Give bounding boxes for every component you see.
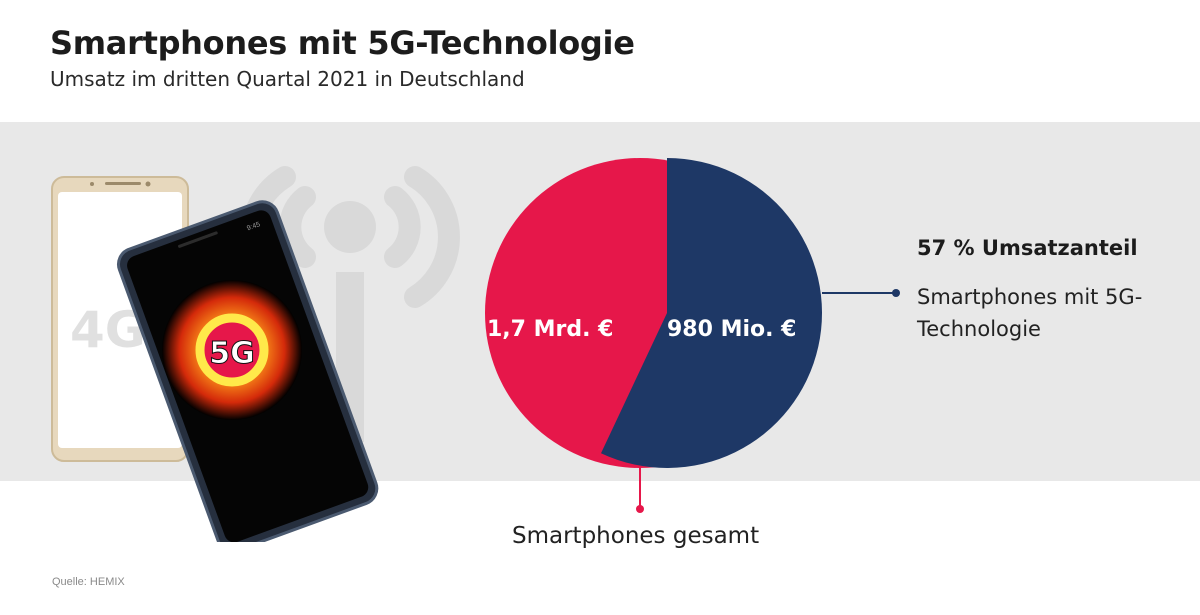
annotation-share: 57 % Umsatzanteil	[917, 236, 1138, 260]
smartphone-illustration: 4G 9:45 5G	[51, 166, 460, 542]
pie-label-total: 1,7 Mrd. €	[487, 317, 614, 342]
5g-ring-icon	[195, 313, 269, 387]
page-title: Smartphones mit 5G-Technologie	[50, 24, 635, 62]
phone-time: 9:45	[246, 221, 261, 232]
pie-label-5g: 980 Mio. €	[667, 317, 797, 342]
annotation-text: Smartphones mit 5G-Technologie	[917, 285, 1143, 341]
phone-5g-badge: 5G	[209, 336, 255, 371]
annotation-leader-dot	[892, 289, 900, 297]
source-note: Quelle: HEMIX	[52, 576, 125, 588]
antenna-head-icon	[324, 201, 376, 253]
total-leader-dot	[636, 505, 644, 513]
total-label: Smartphones gesamt	[512, 523, 760, 549]
pie-slice-5g	[601, 158, 822, 468]
page-subtitle: Umsatz im dritten Quartal 2021 in Deutsc…	[50, 67, 525, 91]
